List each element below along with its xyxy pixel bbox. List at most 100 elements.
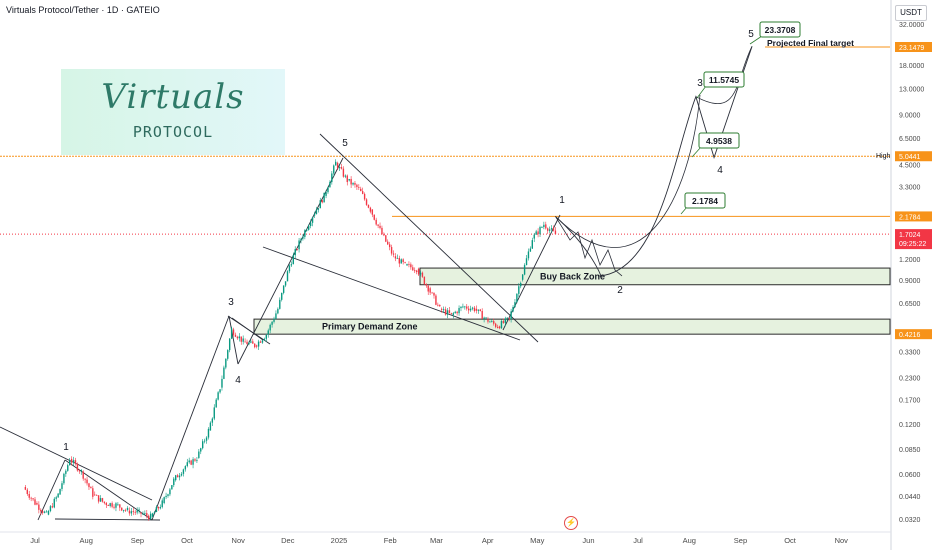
candle-body: [159, 507, 161, 509]
candle-body: [82, 471, 84, 479]
callout-box: [684, 192, 726, 209]
candle-body: [521, 274, 524, 280]
candle-body: [417, 268, 420, 275]
candle-body: [541, 226, 543, 228]
candle-body: [169, 489, 171, 495]
candle-body: [42, 511, 44, 513]
y-tick: 13.0000: [899, 86, 924, 93]
candle-body: [250, 341, 252, 343]
candle-body: [309, 222, 312, 227]
candle-body: [182, 469, 185, 474]
logo-subtitle: PROTOCOL: [132, 123, 214, 141]
trend-line: [231, 317, 264, 341]
candle-body: [26, 489, 28, 495]
candle-body: [148, 515, 150, 520]
candle-body: [342, 168, 345, 177]
candle-body: [412, 267, 414, 271]
candle-body: [404, 262, 406, 263]
candle-body: [547, 228, 549, 231]
x-tick: Sep: [131, 536, 144, 545]
candle-body: [496, 326, 499, 328]
candle-body: [128, 510, 131, 514]
candle-body: [421, 272, 424, 277]
x-tick: Feb: [384, 536, 397, 545]
candle-body: [311, 217, 314, 223]
trend-line: [262, 246, 521, 341]
candle-body: [255, 345, 258, 347]
candle-body: [248, 342, 250, 345]
candle-body: [350, 178, 352, 185]
zone-rect: [419, 267, 891, 286]
price-tag-label: 23.1479: [899, 45, 924, 52]
candle-body: [288, 265, 291, 272]
wave-label: 5: [748, 29, 754, 40]
candle-body: [161, 500, 163, 508]
candle-body: [184, 466, 187, 470]
candle-body: [493, 321, 495, 324]
candle-body: [518, 286, 520, 294]
price-tag: [895, 151, 932, 162]
zone-label: Buy Back Zone: [540, 271, 605, 281]
candle-body: [36, 503, 38, 505]
projection-path: [555, 46, 753, 278]
x-tick: Apr: [482, 536, 494, 545]
candle-body: [76, 463, 79, 471]
candle-body: [462, 306, 464, 308]
candle-body: [545, 224, 547, 229]
candle-body: [45, 511, 48, 513]
symbol-title[interactable]: Virtuals Protocol/Tether · 1D · GATEIO: [6, 5, 160, 15]
candle-body: [188, 460, 190, 463]
lightning-icon[interactable]: ⚡: [564, 516, 578, 530]
price-tag: [895, 211, 932, 222]
candle-body: [423, 276, 426, 285]
wave-label: 4: [717, 165, 723, 176]
candle-body: [500, 321, 503, 329]
candle-body: [317, 208, 320, 210]
candle-body: [84, 478, 86, 480]
candle-body: [192, 459, 194, 465]
y-tick: 0.2300: [899, 376, 921, 383]
virtuals-logo: Virtuals PROTOCOL: [61, 69, 285, 155]
candle-body: [512, 306, 514, 312]
price-tag: [895, 329, 932, 340]
candle-body: [506, 317, 508, 319]
candle-body: [244, 341, 246, 343]
candle-body: [429, 288, 431, 293]
candle-body: [246, 341, 248, 345]
candle-body: [442, 309, 445, 311]
candle-body: [427, 285, 429, 292]
candle-body: [446, 310, 449, 315]
wave-label: 1: [63, 442, 69, 453]
candle-body: [242, 338, 244, 342]
candle-body: [504, 318, 507, 323]
candle-body: [406, 264, 408, 266]
candle-body: [107, 505, 109, 506]
candle-body: [70, 458, 73, 463]
candle-body: [448, 310, 451, 313]
candle-body: [308, 226, 310, 230]
candle-body: [101, 498, 104, 502]
candle-body: [201, 441, 204, 449]
candle-body: [327, 187, 329, 193]
candle-body: [510, 311, 512, 320]
projection-alt: [555, 46, 753, 248]
candle-body: [387, 241, 389, 245]
candle-body: [190, 460, 192, 465]
candle-body: [354, 182, 356, 185]
zone-label: Primary Demand Zone: [322, 322, 418, 332]
currency-button[interactable]: USDT: [895, 5, 927, 21]
candle-body: [126, 507, 129, 510]
candle-body: [140, 512, 142, 514]
candle-body: [369, 207, 372, 212]
candle-body: [373, 214, 375, 220]
candle-body: [167, 494, 169, 496]
x-tick: Mar: [430, 536, 443, 545]
callout-pointer: [749, 35, 763, 45]
candle-body: [234, 334, 237, 337]
candle-body: [477, 309, 480, 311]
trend-line: [319, 133, 539, 343]
callout-box: [698, 132, 740, 149]
candle-body: [138, 509, 140, 511]
y-tick: 0.9000: [899, 278, 921, 285]
